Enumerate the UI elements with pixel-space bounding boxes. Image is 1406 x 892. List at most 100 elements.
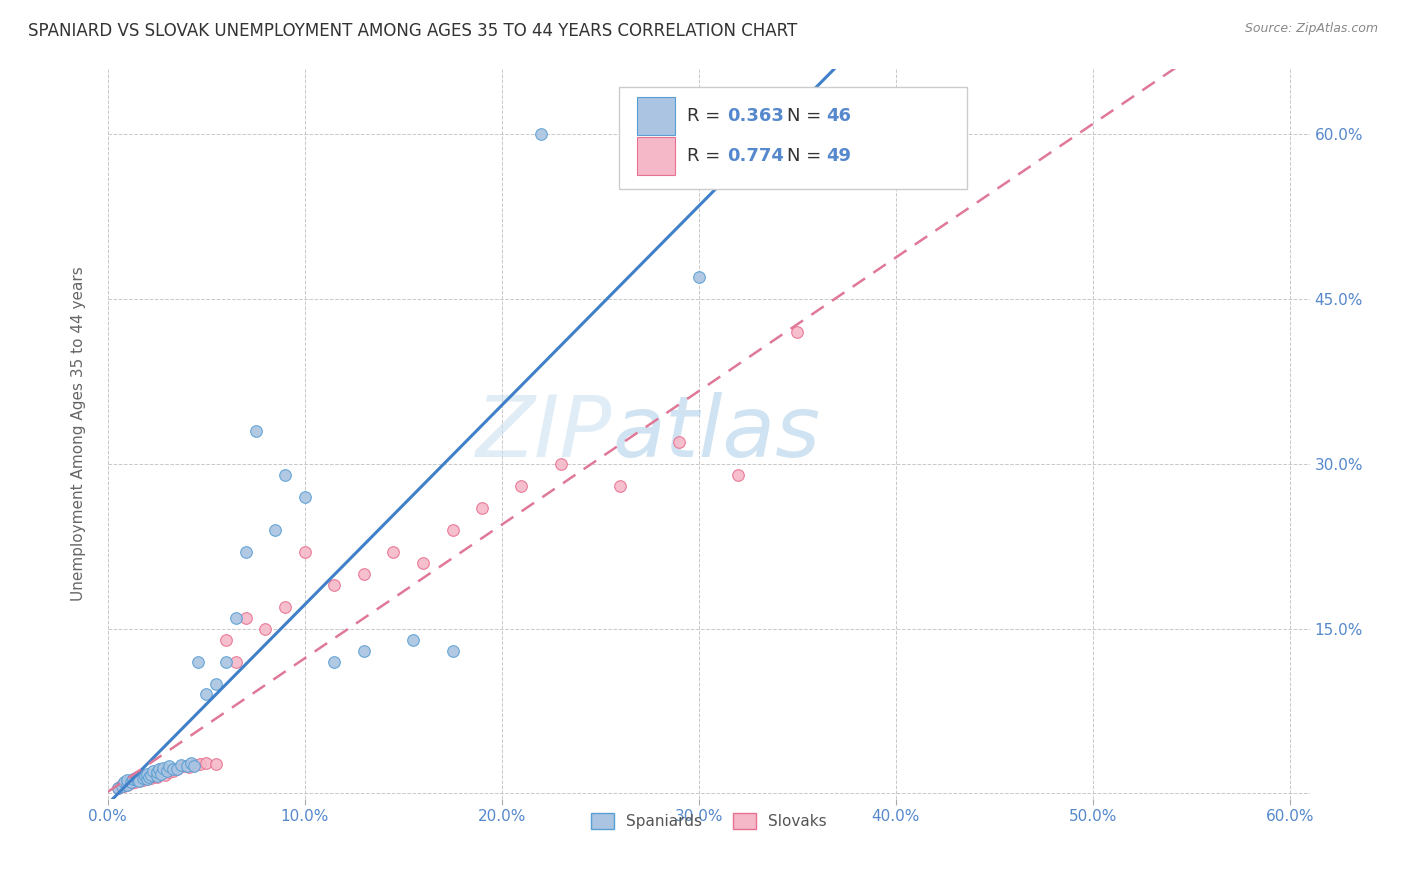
Point [153, 767, 176, 781]
Point [353, 566, 375, 581]
Point [382, 545, 405, 559]
Point [120, 775, 142, 789]
Point [139, 767, 162, 781]
Text: N =: N = [787, 147, 827, 165]
Point [146, 770, 169, 784]
Point [120, 776, 142, 790]
Point [107, 780, 129, 795]
Point [136, 766, 159, 780]
Point [402, 632, 425, 647]
Text: N =: N = [787, 107, 827, 125]
Point [510, 479, 533, 493]
Point [127, 770, 149, 784]
Point [138, 770, 160, 784]
Point [142, 764, 165, 779]
Point [727, 467, 749, 482]
Text: 49: 49 [827, 147, 852, 165]
Point [148, 762, 170, 776]
Point [294, 545, 316, 559]
Point [786, 325, 808, 339]
Point [183, 759, 205, 773]
Point [205, 676, 228, 690]
Point [235, 545, 257, 559]
Point [118, 775, 141, 789]
Point [274, 599, 297, 614]
Point [146, 769, 169, 783]
Point [124, 775, 146, 789]
Point [142, 769, 165, 783]
Point [215, 655, 238, 669]
Point [235, 610, 257, 624]
FancyBboxPatch shape [637, 137, 675, 175]
Point [112, 775, 135, 789]
Point [205, 756, 228, 771]
Point [176, 759, 198, 773]
Point [156, 764, 179, 779]
Point [107, 780, 129, 795]
Point [323, 577, 346, 591]
Text: R =: R = [688, 107, 725, 125]
Text: ZIP: ZIP [477, 392, 613, 475]
Text: R =: R = [688, 147, 725, 165]
Point [134, 771, 156, 785]
Point [471, 500, 494, 515]
Point [112, 779, 135, 793]
Point [132, 773, 155, 788]
Text: SPANIARD VS SLOVAK UNEMPLOYMENT AMONG AGES 35 TO 44 YEARS CORRELATION CHART: SPANIARD VS SLOVAK UNEMPLOYMENT AMONG AG… [28, 22, 797, 40]
Point [550, 457, 572, 471]
Point [441, 523, 464, 537]
Point [117, 778, 139, 792]
Point [146, 765, 169, 780]
Point [254, 622, 277, 636]
Point [323, 655, 346, 669]
Point [169, 757, 191, 772]
Point [138, 770, 160, 784]
Point [195, 756, 218, 770]
Point [117, 778, 139, 792]
Point [157, 759, 180, 773]
Point [162, 764, 184, 779]
Point [157, 765, 180, 780]
Point [187, 655, 209, 669]
Y-axis label: Unemployment Among Ages 35 to 44 years: Unemployment Among Ages 35 to 44 years [72, 267, 86, 601]
Point [441, 643, 464, 657]
Text: Source: ZipAtlas.com: Source: ZipAtlas.com [1244, 22, 1378, 36]
Point [183, 757, 205, 772]
Point [274, 467, 297, 482]
Point [166, 762, 188, 776]
Point [177, 760, 200, 774]
Point [149, 766, 172, 780]
Point [134, 769, 156, 783]
Point [412, 556, 434, 570]
Point [264, 523, 287, 537]
Point [117, 773, 139, 788]
Text: atlas: atlas [613, 392, 821, 475]
Point [162, 762, 184, 776]
Point [195, 688, 218, 702]
Point [128, 774, 150, 789]
Point [127, 773, 149, 788]
Point [149, 766, 172, 780]
Point [132, 771, 155, 785]
Point [129, 772, 152, 786]
Point [122, 774, 145, 789]
Point [136, 772, 159, 786]
Point [166, 762, 188, 776]
Point [139, 771, 162, 785]
Legend: Spaniards, Slovaks: Spaniards, Slovaks [585, 806, 832, 835]
Point [530, 128, 553, 142]
Point [609, 479, 631, 493]
Point [294, 490, 316, 504]
Point [225, 610, 247, 624]
Text: 0.774: 0.774 [727, 147, 783, 165]
Point [114, 776, 136, 790]
Point [108, 780, 131, 794]
Point [152, 761, 174, 775]
FancyBboxPatch shape [637, 97, 675, 135]
Point [215, 632, 238, 647]
Text: 0.363: 0.363 [727, 107, 783, 125]
Point [136, 772, 159, 786]
Point [110, 778, 132, 792]
Point [127, 773, 149, 788]
Text: 46: 46 [827, 107, 852, 125]
